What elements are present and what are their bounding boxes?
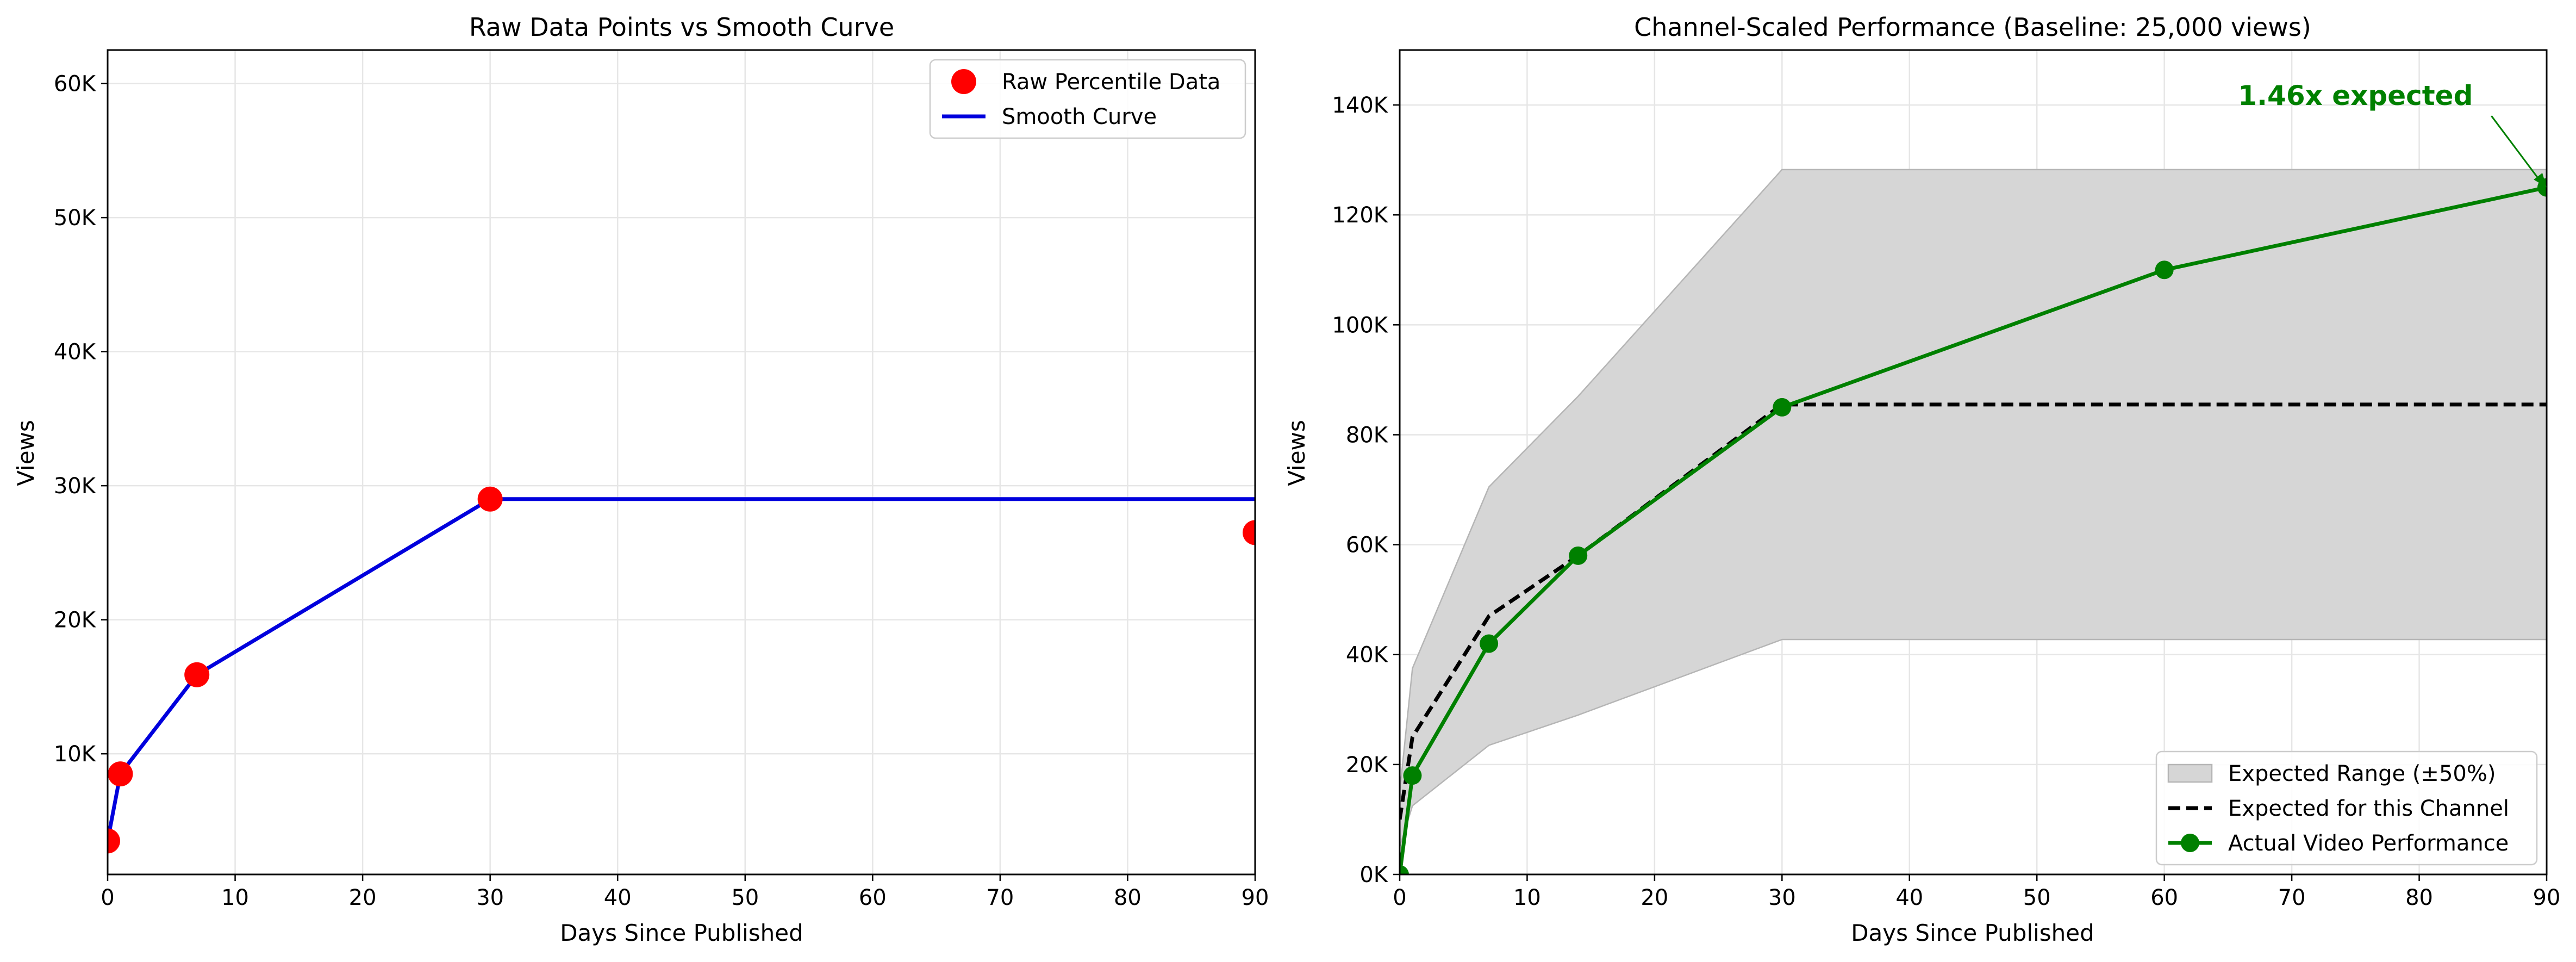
grid: [107, 50, 1256, 874]
x-tick-label: 30: [1768, 885, 1796, 910]
plot-frame: [107, 49, 1256, 876]
legend: Expected Range (±50%) Expected for this C…: [2155, 750, 2538, 866]
y-tick-label: 30K: [54, 474, 97, 499]
y-tick-label: 100K: [1332, 313, 1388, 338]
chart-title: Raw Data Points vs Smooth Curve: [469, 13, 894, 42]
x-axis-label: Days Since Published: [560, 920, 803, 946]
legend-label: Expected Range (±50%): [2228, 761, 2496, 786]
x-tick-label: 80: [2405, 885, 2433, 910]
x-tick-label: 70: [2278, 885, 2306, 910]
plot-frame: [1399, 49, 2548, 876]
plot-area: [1400, 169, 2547, 874]
y-tick-label: 120K: [1332, 203, 1388, 228]
legend-swatch: [2167, 764, 2213, 783]
annotation-arrowhead: [2534, 172, 2547, 188]
legend-label: Actual Video Performance: [2228, 831, 2509, 856]
actual-performance-point: [1403, 766, 1422, 785]
y-tick-label: 80K: [1346, 423, 1389, 448]
x-axis-label: Days Since Published: [1851, 920, 2094, 946]
x-tick-label: 70: [986, 885, 1014, 910]
legend-label: Raw Percentile Data: [1002, 70, 1220, 95]
raw-data-point: [1243, 520, 1255, 545]
y-axis-label: Views: [13, 420, 39, 486]
x-tick-label: 50: [2023, 885, 2051, 910]
x-tick-label: 50: [731, 885, 759, 910]
y-tick-label: 60K: [54, 72, 97, 97]
raw-data-point: [184, 662, 210, 687]
y-tick-label: 20K: [1346, 753, 1389, 778]
x-tick-label: 0: [101, 885, 114, 910]
annotation: 1.46x expected: [2238, 80, 2547, 188]
legend: Raw Percentile Data Smooth Curve: [929, 59, 1246, 139]
axis-ticks: 0 10 20 30 40 50 60 70 80 90 0K 20K 40K 60K 80K 100K 120…: [1332, 93, 2560, 910]
x-tick-label: 60: [859, 885, 887, 910]
x-tick-label: 0: [1393, 885, 1406, 910]
y-tick-label: 40K: [1346, 643, 1389, 668]
axis-ticks: 0 10 20 30 40 50 60 70 80 90 10K 20K 30K 40K 50K 60K: [54, 72, 1269, 910]
x-tick-label: 90: [2533, 885, 2561, 910]
legend-swatch: [951, 69, 976, 94]
smooth-curve-line: [108, 497, 1255, 842]
annotation-text: 1.46x expected: [2238, 80, 2473, 111]
x-tick-label: 40: [1895, 885, 1923, 910]
actual-performance-point: [2155, 260, 2174, 280]
legend-label: Expected for this Channel: [2228, 796, 2509, 821]
expected-range-band: [1400, 169, 2547, 847]
legend-label: Smooth Curve: [1002, 104, 1157, 129]
x-tick-label: 90: [1242, 885, 1269, 910]
y-tick-label: 40K: [54, 340, 97, 365]
actual-performance-point: [1400, 865, 1409, 874]
raw-data-point: [477, 486, 503, 512]
raw-vs-smooth-chart: Raw Data Points vs Smooth Curve 0 10 20 30 4…: [13, 13, 1269, 946]
legend-box: [2155, 750, 2538, 866]
raw-data-point: [108, 761, 133, 787]
y-axis-label: Views: [1283, 420, 1310, 486]
plot-area: [108, 486, 1255, 854]
actual-performance-point: [1773, 398, 1792, 417]
channel-scaled-chart: Channel-Scaled Performance (Baseline: 25…: [1283, 13, 2560, 946]
y-tick-label: 20K: [54, 608, 97, 633]
x-tick-label: 20: [1641, 885, 1668, 910]
x-tick-label: 30: [476, 885, 504, 910]
y-tick-label: 0K: [1359, 862, 1388, 887]
x-tick-label: 20: [349, 885, 377, 910]
legend-swatch-marker: [2181, 834, 2199, 852]
x-tick-label: 80: [1114, 885, 1142, 910]
legend-box: [929, 59, 1246, 139]
x-tick-label: 10: [1513, 885, 1541, 910]
actual-performance-point: [1480, 634, 1499, 653]
actual-performance-point: [1569, 546, 1588, 565]
chart-title: Channel-Scaled Performance (Baseline: 25…: [1634, 13, 2311, 42]
annotation-arrow: [2491, 115, 2544, 186]
x-tick-label: 10: [221, 885, 249, 910]
y-tick-label: 140K: [1332, 93, 1388, 118]
raw-data-point: [108, 828, 120, 854]
y-tick-label: 50K: [54, 206, 97, 231]
y-tick-label: 60K: [1346, 533, 1389, 558]
x-tick-label: 40: [604, 885, 632, 910]
y-tick-label: 10K: [54, 742, 97, 767]
x-tick-label: 60: [2150, 885, 2178, 910]
expected-line: [1400, 402, 2547, 820]
